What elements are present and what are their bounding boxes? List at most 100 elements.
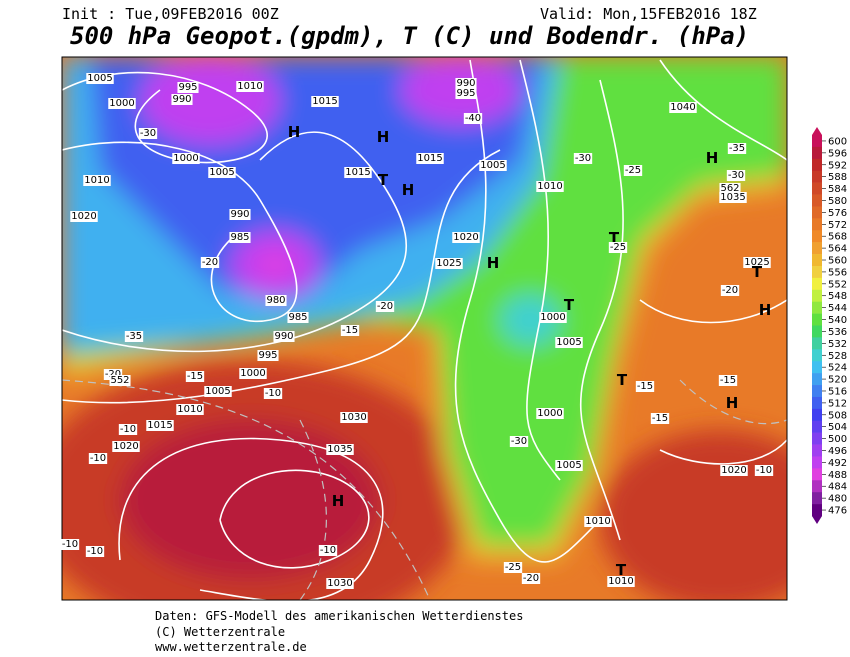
- contour-label: 1010: [84, 175, 109, 186]
- scale-label: 528: [828, 351, 847, 362]
- contour-label: -10: [265, 388, 281, 399]
- contour-label-bg: [435, 258, 463, 269]
- map-title: 500 hPa Geopot.(gpdm), T (C) und Bodendr…: [70, 22, 749, 50]
- contour-label: -15: [342, 325, 358, 336]
- scale-cell: [812, 456, 822, 469]
- scale-cell: [812, 265, 822, 279]
- contour-label: 1020: [71, 211, 96, 222]
- scale-cell: [812, 444, 822, 457]
- contour-label: -10: [756, 465, 772, 476]
- contour-label-bg: [536, 408, 564, 419]
- contour-label: -15: [720, 375, 736, 386]
- scale-label: 548: [828, 291, 847, 302]
- contour-label-bg: [344, 167, 372, 178]
- contour-label: 1025: [744, 257, 769, 268]
- contour-label: 1000: [240, 368, 265, 379]
- contour-label: 1005: [556, 460, 581, 471]
- contour-label: 1000: [109, 98, 134, 109]
- contour-label-bg: [273, 331, 295, 342]
- scale-label: 580: [828, 196, 847, 207]
- contour-label-bg: [503, 562, 523, 573]
- contour-label-bg: [70, 211, 98, 222]
- contour-label: -30: [575, 153, 591, 164]
- pressure-center-marker: H: [377, 128, 390, 146]
- scale-label: 508: [828, 410, 847, 421]
- contour-label-bg: [318, 545, 338, 556]
- pressure-center-marker: H: [726, 394, 739, 412]
- contour-label: -30: [511, 436, 527, 447]
- contour-label-bg: [103, 369, 123, 380]
- contour-label-bg: [263, 388, 283, 399]
- contour-label: 1015: [147, 420, 172, 431]
- scale-label: 532: [828, 339, 847, 350]
- scale-cell: [812, 277, 822, 291]
- contour-label-bg: [555, 337, 583, 348]
- contour-label-bg: [109, 375, 131, 386]
- contour-label: 1010: [608, 576, 633, 587]
- contour-label-bg: [85, 546, 105, 557]
- contour-label: -40: [465, 113, 481, 124]
- contour-label: 1025: [436, 258, 461, 269]
- pressure-center-marker: T: [617, 371, 628, 389]
- contour-label-bg: [555, 460, 583, 471]
- contour-label-bg: [455, 78, 477, 89]
- contour-label-bg: [229, 209, 251, 220]
- contour-label: 995: [456, 88, 475, 99]
- contour-label: -35: [729, 143, 745, 154]
- contour-label: -25: [505, 562, 521, 573]
- contour-label-bg: [720, 465, 748, 476]
- contour-label: 1000: [540, 312, 565, 323]
- scale-label: 544: [828, 303, 847, 314]
- pressure-center-marker: T: [564, 296, 575, 314]
- scale-cell: [812, 301, 822, 314]
- contour-label-bg: [118, 424, 138, 435]
- contour-label-bg: [509, 436, 529, 447]
- contour-label-bg: [124, 331, 144, 342]
- contour-label: -15: [187, 371, 203, 382]
- contour-label: 995: [178, 82, 197, 93]
- scale-cell: [812, 361, 822, 374]
- contour-label: -10: [87, 546, 103, 557]
- pressure-center-marker: T: [752, 263, 763, 281]
- contour-label: 1000: [173, 153, 198, 164]
- scale-cell: [812, 408, 822, 422]
- scale-cell: [812, 468, 822, 481]
- contour-label-bg: [177, 82, 199, 93]
- scale-cell: [812, 432, 822, 445]
- contour-label: 1000: [537, 408, 562, 419]
- scale-label: 512: [828, 398, 847, 409]
- contour-label: 995: [258, 350, 277, 361]
- contour-label: 1030: [341, 412, 366, 423]
- pressure-center-marker: T: [378, 171, 389, 189]
- contour-label-bg: [720, 285, 740, 296]
- scale-cell: [812, 242, 822, 255]
- contour-label-bg: [463, 113, 483, 124]
- contour-label: 1035: [327, 444, 352, 455]
- contour-label: -10: [90, 453, 106, 464]
- contour-label: -20: [523, 573, 539, 584]
- scale-label: 476: [828, 506, 847, 517]
- scale-label: 556: [828, 267, 847, 278]
- contour-label: 980: [266, 295, 285, 306]
- scale-label: 584: [828, 184, 847, 195]
- contour-label: 990: [172, 94, 191, 105]
- contour-label-bg: [287, 312, 309, 323]
- contour-label-bg: [311, 96, 339, 107]
- contour-label-bg: [669, 102, 697, 113]
- contour-label: 552: [110, 375, 129, 386]
- contour-label-bg: [265, 295, 287, 306]
- scale-label: 600: [828, 136, 847, 147]
- scale-cell: [812, 230, 822, 243]
- contour-label: 1040: [670, 102, 695, 113]
- contour-label-bg: [239, 368, 267, 379]
- contour-label: 1010: [537, 181, 562, 192]
- contour-label-bg: [340, 325, 360, 336]
- scale-cell: [812, 337, 822, 350]
- pressure-center-marker: H: [332, 492, 345, 510]
- contour-label-bg: [146, 420, 174, 431]
- scale-cell: [812, 349, 822, 362]
- contour-label: -25: [625, 165, 641, 176]
- scale-label: 480: [828, 494, 847, 505]
- contour-label-bg: [340, 412, 368, 423]
